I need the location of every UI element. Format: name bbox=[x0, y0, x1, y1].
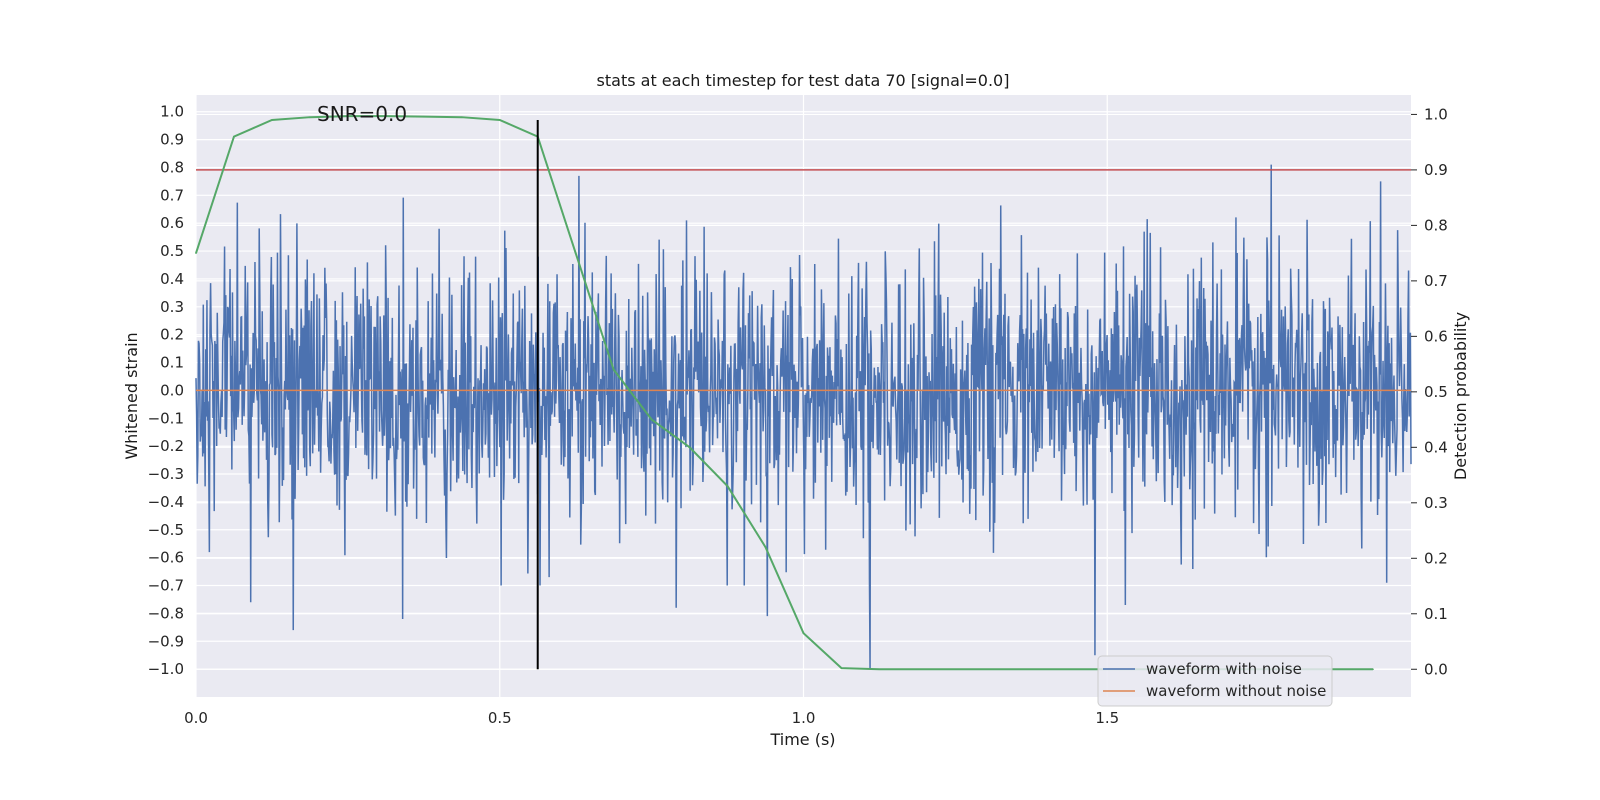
x-axis-label: Time (s) bbox=[769, 730, 835, 749]
y-left-tick-label: −0.9 bbox=[148, 632, 184, 650]
y-left-ticks: 1.0 0.9 0.8 0.7 0.6 0.5 0.4 0.3 0.2 0.1 0.0 −0.1 −0.… bbox=[148, 103, 184, 678]
y-right-tick-label: 0.7 bbox=[1424, 272, 1448, 290]
detection-probability-point bbox=[688, 446, 691, 449]
y-left-tick-label: −0.2 bbox=[148, 437, 184, 455]
detection-probability-point bbox=[726, 485, 729, 487]
x-tick-label: 1.0 bbox=[792, 709, 816, 727]
detection-probability-point bbox=[802, 632, 805, 634]
y-left-axis-label: Whitened strain bbox=[122, 332, 141, 459]
y-right-tick-label: 1.0 bbox=[1424, 105, 1448, 123]
detection-probability-point bbox=[954, 668, 957, 671]
y-left-tick-label: 0.5 bbox=[160, 242, 184, 260]
y-left-tick-label: 0.4 bbox=[160, 270, 184, 288]
legend-label-noise: waveform with noise bbox=[1146, 660, 1302, 678]
detection-probability-point bbox=[1068, 668, 1071, 671]
detection-probability-point bbox=[878, 668, 881, 671]
detection-probability-point bbox=[574, 252, 577, 254]
series-waveform-with-noise bbox=[195, 164, 1412, 670]
legend-box bbox=[1097, 655, 1333, 707]
chart-title: stats at each timestep for test data 70 … bbox=[597, 71, 1010, 90]
y-right-tick-label: 0.8 bbox=[1424, 216, 1448, 234]
detection-probability-point bbox=[764, 546, 767, 548]
y-left-tick-label: −0.1 bbox=[148, 409, 184, 427]
detection-probability-point bbox=[650, 418, 653, 421]
y-left-tick-label: −0.7 bbox=[148, 577, 184, 595]
detection-probability-point bbox=[992, 668, 995, 671]
y-right-ticks: 1.0 0.9 0.8 0.7 0.6 0.5 0.4 0.3 0.2 0.1 0.0 bbox=[1411, 105, 1448, 678]
detection-probability-point bbox=[309, 116, 311, 118]
y-left-tick-label: 0.1 bbox=[160, 354, 184, 372]
detection-probability-point bbox=[423, 115, 425, 118]
detection-probability-point bbox=[347, 115, 349, 117]
detection-probability-point bbox=[1334, 668, 1336, 671]
legend-label-clean: waveform without noise bbox=[1146, 682, 1326, 700]
y-left-tick-label: −0.3 bbox=[148, 465, 184, 483]
y-left-tick-label: 0.8 bbox=[160, 158, 184, 176]
y-left-tick-label: −1.0 bbox=[148, 660, 184, 678]
detection-probability-point bbox=[233, 135, 235, 138]
detection-probability-point bbox=[916, 668, 919, 671]
detection-probability-point bbox=[460, 116, 463, 118]
y-left-tick-label: 0.9 bbox=[160, 131, 184, 149]
legend: waveform with noise waveform without noi… bbox=[1097, 655, 1333, 707]
detection-probability-point bbox=[385, 115, 387, 117]
detection-probability-point bbox=[612, 368, 615, 371]
y-left-tick-label: −0.4 bbox=[148, 493, 184, 511]
detection-probability-point bbox=[1372, 668, 1374, 671]
y-right-tick-label: 0.3 bbox=[1424, 494, 1448, 512]
y-left-tick-label: 0.6 bbox=[160, 214, 184, 232]
y-left-tick-label: 0.7 bbox=[160, 186, 184, 204]
detection-probability-point bbox=[195, 252, 197, 254]
x-ticks: 0.0 0.5 1.0 1.5 bbox=[184, 709, 1119, 727]
detection-probability-point bbox=[271, 119, 273, 121]
y-right-tick-label: 0.6 bbox=[1424, 327, 1448, 345]
detection-probability-point bbox=[498, 119, 501, 121]
x-tick-label: 0.0 bbox=[184, 709, 208, 727]
y-right-tick-label: 0.4 bbox=[1424, 438, 1448, 456]
y-left-tick-label: 0.2 bbox=[160, 326, 184, 344]
y-right-tick-label: 0.1 bbox=[1424, 605, 1448, 623]
y-right-tick-label: 0.2 bbox=[1424, 549, 1448, 567]
detection-probability-point bbox=[1030, 668, 1033, 671]
y-left-tick-label: 0.3 bbox=[160, 298, 184, 316]
y-left-tick-label: 0.0 bbox=[160, 381, 184, 399]
y-right-axis-label: Detection probability bbox=[1451, 312, 1470, 480]
y-left-tick-label: −0.6 bbox=[148, 549, 184, 567]
snr-annotation: SNR=0.0 bbox=[317, 102, 407, 126]
y-right-tick-label: 0.9 bbox=[1424, 161, 1448, 179]
x-tick-label: 0.5 bbox=[488, 709, 512, 727]
y-left-tick-label: −0.8 bbox=[148, 604, 184, 622]
detection-probability-point bbox=[840, 667, 843, 669]
y-left-tick-label: 1.0 bbox=[160, 103, 184, 121]
y-left-tick-label: −0.5 bbox=[148, 521, 184, 539]
y-right-tick-label: 0.0 bbox=[1424, 660, 1448, 678]
y-right-tick-label: 0.5 bbox=[1424, 383, 1448, 401]
x-tick-label: 1.5 bbox=[1095, 709, 1119, 727]
